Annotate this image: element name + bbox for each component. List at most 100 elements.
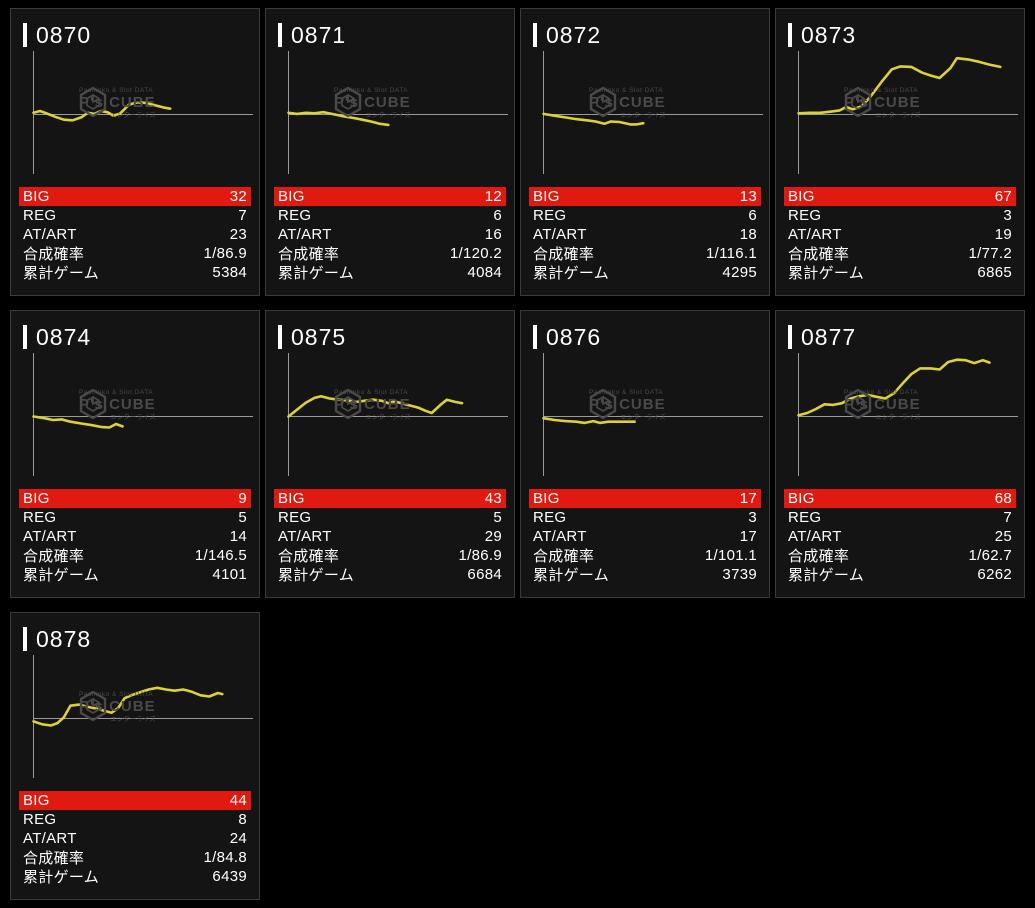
stat-value-combined_rate: 1/62.7	[968, 547, 1012, 564]
stat-value-total_games: 4084	[467, 264, 502, 281]
machine-number: 0878	[36, 625, 92, 652]
stat-value-combined_rate: 1/146.5	[194, 547, 247, 564]
stat-value-reg: 3	[748, 509, 757, 526]
stat-label-big: BIG	[23, 490, 50, 507]
payout-line	[542, 112, 645, 126]
stat-row-combined_rate: 合成確率 1/86.9	[274, 546, 506, 565]
machine-card-0873[interactable]: 0873 Pachinko & Slot DATA P's CUBE エンターラ…	[775, 8, 1025, 296]
stats-table: BIG 13 REG 6 AT/ART 18 合成確率 1/116.1 累計ゲーム 4295	[529, 187, 761, 282]
stat-value-at_art: 24	[229, 830, 247, 847]
stat-label-reg: REG	[278, 207, 312, 224]
stat-label-total_games: 累計ゲーム	[788, 265, 865, 282]
machine-card-0874[interactable]: 0874 Pachinko & Slot DATA P's CUBE エンターラ…	[10, 310, 260, 598]
title-accent-bar	[533, 325, 537, 349]
stat-value-total_games: 4101	[212, 566, 247, 583]
stat-row-combined_rate: 合成確率 1/62.7	[784, 546, 1016, 565]
stat-label-combined_rate: 合成確率	[23, 246, 85, 263]
sparkline-svg	[287, 51, 508, 174]
stat-label-at_art: AT/ART	[23, 226, 77, 243]
stat-row-big: BIG 68	[784, 489, 1016, 508]
stat-value-total_games: 6865	[977, 264, 1012, 281]
title-accent-bar	[788, 23, 792, 47]
stat-value-total_games: 3739	[722, 566, 757, 583]
payout-sparkline-chart: Pachinko & Slot DATA P's CUBE エンターライズ	[776, 353, 1024, 480]
stat-row-reg: REG 6	[529, 206, 761, 225]
payout-sparkline-chart: Pachinko & Slot DATA P's CUBE エンターライズ	[521, 51, 769, 178]
stat-value-big: 67	[994, 188, 1012, 205]
stat-row-combined_rate: 合成確率 1/146.5	[19, 546, 251, 565]
stat-label-at_art: AT/ART	[23, 830, 77, 847]
stat-label-reg: REG	[23, 509, 57, 526]
stat-row-at_art: AT/ART 17	[529, 527, 761, 546]
stat-label-total_games: 累計ゲーム	[278, 265, 355, 282]
stat-row-reg: REG 6	[274, 206, 506, 225]
machine-card-0870[interactable]: 0870 Pachinko & Slot DATA P's CUBE エンターラ…	[10, 8, 260, 296]
stat-value-big: 17	[739, 490, 757, 507]
machine-title: 0876	[533, 324, 769, 350]
stat-row-total_games: 累計ゲーム 6262	[784, 565, 1016, 584]
stat-value-combined_rate: 1/120.2	[449, 245, 502, 262]
stat-row-at_art: AT/ART 25	[784, 527, 1016, 546]
stat-value-big: 44	[229, 792, 247, 809]
payout-sparkline-chart: Pachinko & Slot DATA P's CUBE エンターライズ	[266, 353, 514, 480]
stat-value-reg: 7	[238, 207, 247, 224]
stat-value-total_games: 5384	[212, 264, 247, 281]
machine-title: 0871	[278, 22, 514, 48]
machine-card-0877[interactable]: 0877 Pachinko & Slot DATA P's CUBE エンターラ…	[775, 310, 1025, 598]
stat-label-at_art: AT/ART	[278, 528, 332, 545]
machine-title: 0878	[23, 626, 259, 652]
stat-row-big: BIG 43	[274, 489, 506, 508]
sparkline-svg	[542, 353, 763, 476]
stat-label-big: BIG	[788, 490, 815, 507]
payout-sparkline-chart: Pachinko & Slot DATA P's CUBE エンターライズ	[11, 655, 259, 782]
stat-value-combined_rate: 1/116.1	[705, 245, 757, 262]
stat-value-reg: 8	[238, 811, 247, 828]
payout-line	[32, 686, 224, 727]
stat-row-total_games: 累計ゲーム 6865	[784, 263, 1016, 282]
stat-label-reg: REG	[788, 509, 822, 526]
machine-card-0871[interactable]: 0871 Pachinko & Slot DATA P's CUBE エンターラ…	[265, 8, 515, 296]
stat-row-at_art: AT/ART 24	[19, 829, 251, 848]
payout-line	[797, 358, 991, 417]
sparkline-svg	[32, 353, 253, 476]
machine-number: 0873	[801, 21, 857, 48]
stat-row-big: BIG 17	[529, 489, 761, 508]
stat-row-reg: REG 3	[784, 206, 1016, 225]
stat-label-total_games: 累計ゲーム	[23, 265, 100, 282]
stat-label-big: BIG	[533, 188, 560, 205]
stat-label-reg: REG	[23, 207, 57, 224]
stat-row-combined_rate: 合成確率 1/120.2	[274, 244, 506, 263]
stat-label-reg: REG	[788, 207, 822, 224]
machine-title: 0873	[788, 22, 1024, 48]
stat-label-big: BIG	[278, 490, 305, 507]
stat-value-combined_rate: 1/101.1	[704, 547, 757, 564]
stat-value-reg: 7	[1003, 509, 1012, 526]
stat-row-big: BIG 32	[19, 187, 251, 206]
stats-table: BIG 68 REG 7 AT/ART 25 合成確率 1/62.7 累計ゲーム 6262	[784, 489, 1016, 584]
payout-sparkline-chart: Pachinko & Slot DATA P's CUBE エンターライズ	[266, 51, 514, 178]
payout-line	[542, 416, 636, 425]
machine-card-0875[interactable]: 0875 Pachinko & Slot DATA P's CUBE エンターラ…	[265, 310, 515, 598]
machine-card-0872[interactable]: 0872 Pachinko & Slot DATA P's CUBE エンターラ…	[520, 8, 770, 296]
stat-value-big: 9	[238, 490, 247, 507]
stat-value-at_art: 14	[229, 528, 247, 545]
machine-number: 0876	[546, 323, 602, 350]
stat-label-combined_rate: 合成確率	[278, 246, 340, 263]
stat-label-reg: REG	[533, 207, 567, 224]
stat-value-big: 68	[994, 490, 1012, 507]
machine-card-0876[interactable]: 0876 Pachinko & Slot DATA P's CUBE エンターラ…	[520, 310, 770, 598]
stats-table: BIG 44 REG 8 AT/ART 24 合成確率 1/84.8 累計ゲーム 6439	[19, 791, 251, 886]
machine-title: 0872	[533, 22, 769, 48]
stat-value-at_art: 19	[994, 226, 1012, 243]
stats-table: BIG 17 REG 3 AT/ART 17 合成確率 1/101.1 累計ゲーム 3739	[529, 489, 761, 584]
title-accent-bar	[23, 325, 27, 349]
machine-title: 0877	[788, 324, 1024, 350]
stat-row-combined_rate: 合成確率 1/77.2	[784, 244, 1016, 263]
stat-label-at_art: AT/ART	[533, 226, 587, 243]
stat-row-total_games: 累計ゲーム 6684	[274, 565, 506, 584]
sparkline-svg	[797, 353, 1018, 476]
machine-number: 0872	[546, 21, 602, 48]
machine-card-0878[interactable]: 0878 Pachinko & Slot DATA P's CUBE エンターラ…	[10, 612, 260, 900]
stat-row-reg: REG 3	[529, 508, 761, 527]
stat-value-total_games: 6684	[467, 566, 502, 583]
